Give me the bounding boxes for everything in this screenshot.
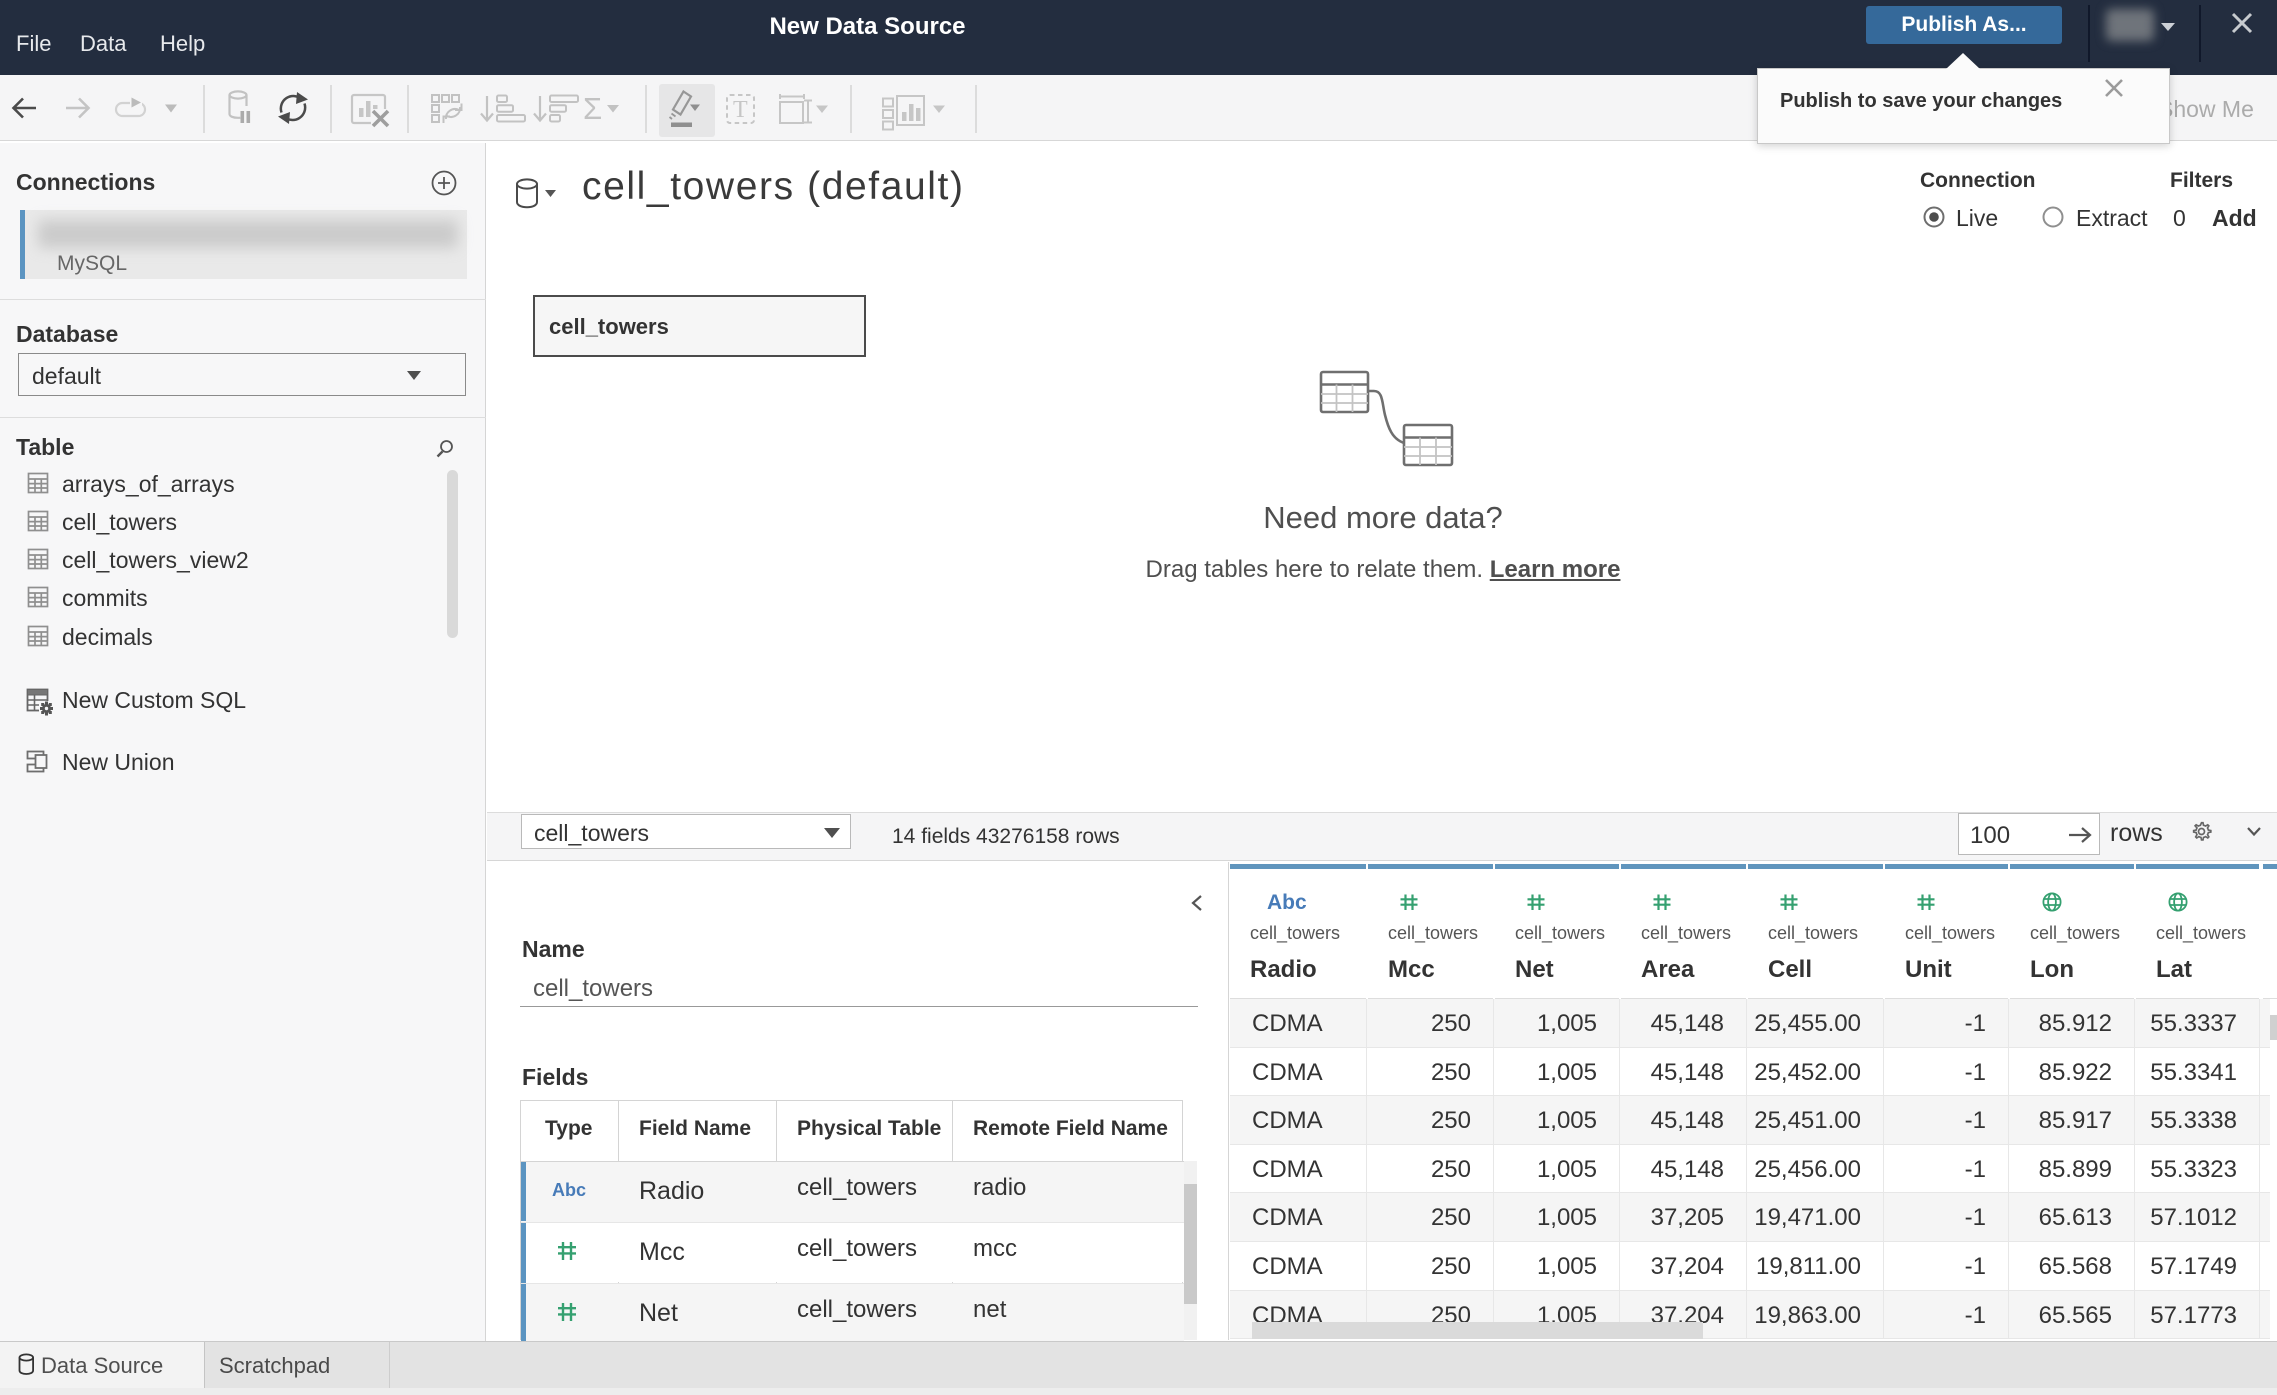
svg-text:Σ: Σ (583, 91, 602, 126)
svg-text:T: T (733, 97, 748, 123)
